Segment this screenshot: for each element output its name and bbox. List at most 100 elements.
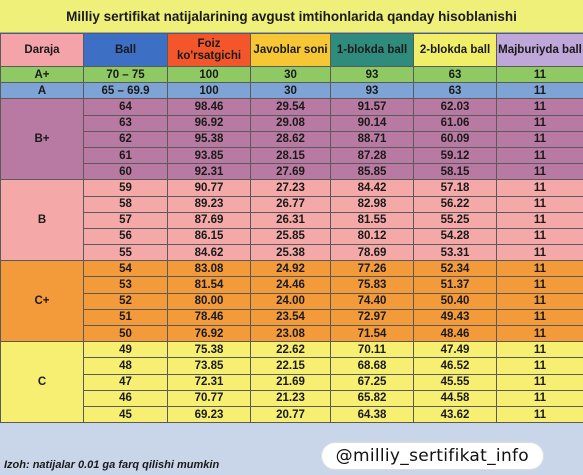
grade-cell: C (0, 341, 84, 424)
column-header: 1-blokda ball (330, 33, 414, 67)
table-cell: 11 (496, 244, 583, 262)
table-cell: 20.77 (250, 405, 331, 424)
table-cell: 61.06 (413, 114, 497, 132)
table-cell: 70.77 (167, 389, 251, 407)
table-cell: 85.85 (330, 163, 414, 181)
table-row: 52 80.00 24.00 74.40 50.40 11 (1, 292, 583, 310)
table-cell: 100 (167, 65, 251, 84)
channel-handle: @milliy_sertifikat_info (321, 443, 543, 469)
page-title: Milliy sertifikat natijalarining avgust … (0, 0, 583, 33)
table-cell: 78.69 (330, 244, 414, 262)
table-cell: 98.46 (167, 98, 251, 116)
table-cell: 78.46 (167, 308, 251, 327)
table-cell: 64 (83, 98, 168, 116)
table-row: 47 72.31 21.69 67.25 45.55 11 (1, 373, 583, 391)
table-row: 53 81.54 24.46 75.83 51.37 11 (1, 276, 583, 294)
table-cell: 30 (250, 65, 331, 84)
table-cell: 63 (413, 65, 497, 84)
table-cell: 45.55 (413, 373, 497, 391)
table-cell: 11 (496, 82, 583, 100)
table-cell: 48 (83, 357, 168, 375)
table-cell: 89.23 (167, 195, 251, 213)
table-cell: 90.77 (167, 179, 251, 197)
table-cell: 73.85 (167, 357, 251, 375)
table-cell: 58 (83, 195, 168, 213)
table-cell: 59.12 (413, 146, 497, 165)
table-cell: 11 (496, 357, 583, 375)
grade-cell: A+ (0, 65, 84, 84)
table-cell: 11 (496, 276, 583, 294)
table-body: A+ 70 – 75 100 30 93 63 11 A 65 – 69.9 100 30 93 63 1… (0, 65, 583, 424)
table-cell: 72.31 (167, 373, 251, 391)
table-row: 61 93.85 28.15 87.28 59.12 11 (1, 146, 583, 165)
table-cell: 53 (83, 276, 168, 294)
table-cell: 24.00 (250, 292, 331, 310)
table-cell: 11 (496, 260, 583, 278)
table-cell: 63 (413, 82, 497, 100)
table-cell: 50.40 (413, 292, 497, 310)
table-cell: 11 (496, 227, 583, 246)
table-cell: 59 (83, 179, 168, 197)
table-cell: 11 (496, 405, 583, 424)
table-cell: 53.31 (413, 244, 497, 262)
table-cell: 75.38 (167, 341, 251, 359)
table-cell: 80.00 (167, 292, 251, 310)
table-cell: 68.68 (330, 357, 414, 375)
table-row: 56 86.15 25.85 80.12 54.28 11 (1, 227, 583, 246)
table-cell: 47 (83, 373, 168, 391)
table-cell: 45 (83, 405, 168, 424)
table-cell: 26.77 (250, 195, 331, 213)
table-cell: 71.54 (330, 324, 414, 343)
table-cell: 11 (496, 324, 583, 343)
footnote: Izoh: natijalar 0.01 ga farq qilishi mum… (4, 459, 220, 471)
table-cell: 27.69 (250, 163, 331, 181)
table-cell: 54.28 (413, 227, 497, 246)
table-cell: 25.38 (250, 244, 331, 262)
table-cell: 28.15 (250, 146, 331, 165)
column-header: Majburiyda ball (496, 33, 583, 67)
table-cell: 52 (83, 292, 168, 310)
table-cell: 56.22 (413, 195, 497, 213)
table-cell: 81.54 (167, 276, 251, 294)
table-cell: 51 (83, 308, 168, 327)
table-row: 51 78.46 23.54 72.97 49.43 11 (1, 308, 583, 327)
table-cell: 11 (496, 146, 583, 165)
table-cell: 11 (496, 65, 583, 84)
table-row: 48 73.85 22.15 68.68 46.52 11 (1, 357, 583, 375)
table-cell: 55.25 (413, 211, 497, 229)
table-cell: 11 (496, 389, 583, 407)
table-cell: 11 (496, 195, 583, 213)
table-cell: 72.97 (330, 308, 414, 327)
table-cell: 80.12 (330, 227, 414, 246)
table-cell: 81.55 (330, 211, 414, 229)
table-cell: 43.62 (413, 405, 497, 424)
table-cell: 92.31 (167, 163, 251, 181)
table-cell: 90.14 (330, 114, 414, 132)
table-cell: 55 (83, 244, 168, 262)
table-cell: 74.40 (330, 292, 414, 310)
table-cell: 11 (496, 211, 583, 229)
footer: Izoh: natijalar 0.01 ga farq qilishi mum… (0, 437, 583, 475)
table-cell: 23.08 (250, 324, 331, 343)
table-cell: 88.71 (330, 130, 414, 148)
table-cell: 49.43 (413, 308, 497, 327)
table-cell: 28.62 (250, 130, 331, 148)
table-cell: 83.08 (167, 260, 251, 278)
table-cell: 70 – 75 (83, 65, 168, 84)
table-cell: 30 (250, 82, 331, 100)
table-cell: 48.46 (413, 324, 497, 343)
table-cell: 29.08 (250, 114, 331, 132)
table-cell: 91.57 (330, 98, 414, 116)
table-cell: 26.31 (250, 211, 331, 229)
table-cell: 46.52 (413, 357, 497, 375)
table-cell: 57.18 (413, 179, 497, 197)
table-cell: 24.46 (250, 276, 331, 294)
table-cell: 82.98 (330, 195, 414, 213)
table-cell: 61 (83, 146, 168, 165)
table-cell: 62.03 (413, 98, 497, 116)
table-cell: 56 (83, 227, 168, 246)
table-cell: 65 – 69.9 (83, 82, 168, 100)
table-cell: 65.82 (330, 389, 414, 407)
table-cell: 75.83 (330, 276, 414, 294)
